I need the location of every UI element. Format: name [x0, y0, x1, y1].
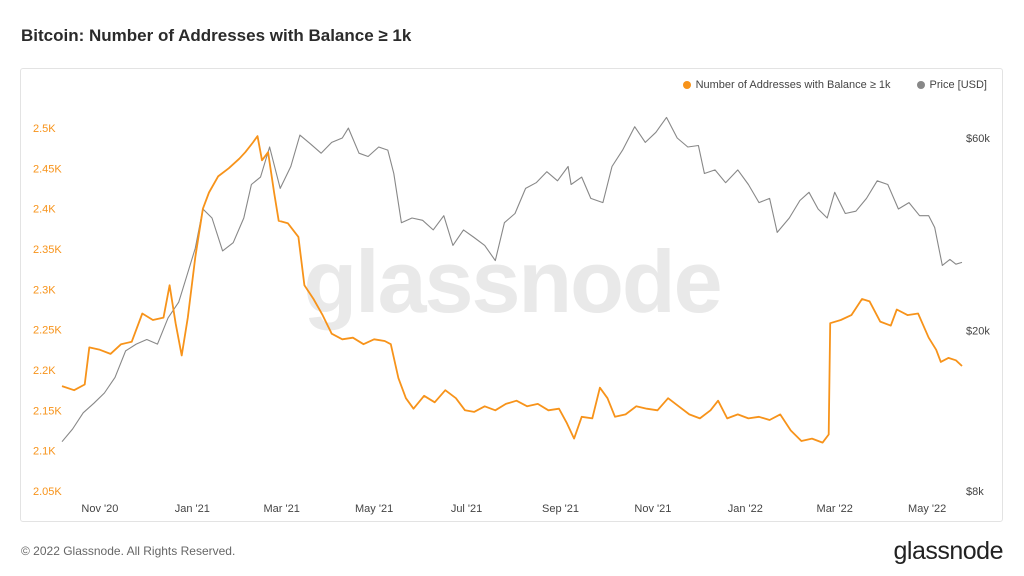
x-tick-label: May '21 [355, 503, 393, 515]
x-tick-label: Nov '21 [634, 503, 671, 515]
x-tick-label: Jan '21 [175, 503, 210, 515]
legend-item-price[interactable]: Price [USD] [916, 79, 987, 91]
x-tick-label: Mar '21 [264, 503, 300, 515]
y-right-tick-label: $20k [966, 325, 990, 337]
legend-dot-price [916, 81, 925, 89]
brand-logo[interactable]: glassnode [893, 537, 1004, 565]
y-right-tick-label: $60k [966, 133, 990, 145]
x-tick-label: Nov '20 [81, 503, 118, 515]
x-tick-label: Mar '22 [817, 503, 853, 515]
y-right-tick-label: $8k [966, 486, 984, 498]
y-left-tick-label: 2.4K [33, 204, 56, 216]
y-right-axis: $8k $20k $60k [966, 133, 990, 498]
page-title: Bitcoin: Number of Addresses with Balanc… [21, 26, 412, 45]
y-left-tick-label: 2.2K [33, 365, 56, 377]
chart-frame [20, 68, 1003, 522]
chart-legend: Number of Addresses with Balance ≥ 1k Pr… [682, 79, 987, 91]
x-tick-label: May '22 [908, 503, 946, 515]
y-left-tick-label: 2.05K [33, 486, 62, 498]
copyright-text: © 2022 Glassnode. All Rights Reserved. [21, 544, 236, 558]
legend-label-price: Price [USD] [929, 79, 987, 91]
legend-label-addresses: Number of Addresses with Balance ≥ 1k [695, 79, 891, 91]
y-left-tick-label: 2.35K [33, 244, 62, 256]
legend-item-addresses[interactable]: Number of Addresses with Balance ≥ 1k [682, 79, 891, 91]
x-axis: Nov '20 Jan '21 Mar '21 May '21 Jul '21 Sep '… [81, 503, 946, 515]
x-tick-label: Sep '21 [542, 503, 579, 515]
y-left-tick-label: 2.3K [33, 284, 56, 296]
series-line-addresses[interactable] [61, 135, 963, 444]
y-left-tick-label: 2.5K [33, 123, 56, 135]
x-tick-label: Jul '21 [451, 503, 482, 515]
legend-dot-addresses [682, 81, 691, 89]
y-left-tick-label: 2.25K [33, 325, 62, 337]
series-line-price[interactable] [61, 116, 963, 443]
series-layer [61, 116, 963, 444]
y-left-tick-label: 2.15K [33, 405, 62, 417]
y-left-tick-label: 2.45K [33, 163, 62, 175]
x-tick-label: Jan '22 [728, 503, 763, 515]
watermark-text: glassnode [303, 232, 720, 331]
y-left-axis: 2.05K 2.1K 2.15K 2.2K 2.25K 2.3K 2.35K 2.4K 2.45… [33, 123, 62, 498]
y-left-tick-label: 2.1K [33, 446, 56, 458]
